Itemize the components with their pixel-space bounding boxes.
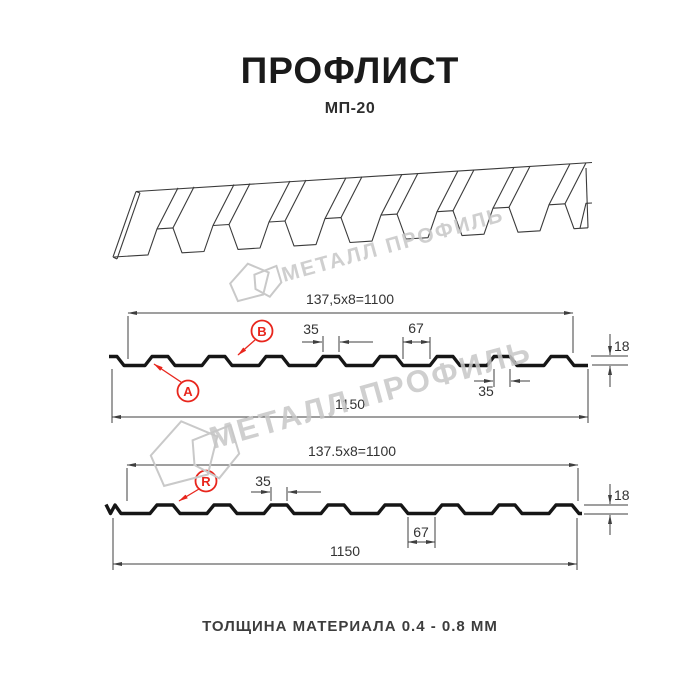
dim-total-coverage-1: 137,5x8=1100 — [306, 291, 394, 307]
profile-model: МП-20 — [324, 100, 376, 117]
dim-height-2: 18 — [614, 487, 630, 503]
marker-b-circle — [250, 319, 274, 343]
marker-a-label: A — [183, 384, 193, 399]
dimensions-1: 137,5x8=1100 35 67 18 35 1150 — [111, 291, 630, 423]
cross-section-2: 137.5x8=1100 35 67 18 1150 R — [104, 443, 630, 570]
dim-rib-bottom-1: 35 — [478, 383, 494, 399]
dimensions-2: 137.5x8=1100 35 67 18 1150 — [112, 443, 630, 570]
sheet-3d-view — [112, 161, 593, 260]
dim-flat-2: 67 — [413, 524, 429, 540]
dim-height-1: 18 — [614, 338, 630, 354]
page-title: ПРОФЛИСТ — [240, 50, 460, 91]
profile-outline-1 — [109, 354, 588, 368]
profile-outline-2 — [104, 503, 582, 516]
markers-2: R — [178, 469, 218, 502]
dim-rib-top-2: 35 — [255, 473, 271, 489]
marker-a-circle — [176, 379, 200, 403]
cross-section-1: 137,5x8=1100 35 67 18 35 1150 A B — [109, 291, 630, 423]
brand-logo-icon — [230, 264, 281, 301]
dim-overall-2: 1150 — [330, 543, 360, 559]
dim-total-coverage-2: 137.5x8=1100 — [308, 443, 396, 459]
dim-flat-1: 67 — [408, 320, 424, 336]
markers-1: A B — [153, 319, 274, 403]
material-thickness-note: ТОЛЩИНА МАТЕРИАЛА 0.4 - 0.8 ММ — [202, 618, 498, 635]
dim-rib-top-1: 35 — [303, 321, 319, 337]
dim-overall-1: 1150 — [335, 396, 365, 412]
brand-logo-icon — [151, 421, 239, 486]
marker-r-label: R — [201, 474, 211, 489]
marker-b-label: B — [257, 324, 266, 339]
